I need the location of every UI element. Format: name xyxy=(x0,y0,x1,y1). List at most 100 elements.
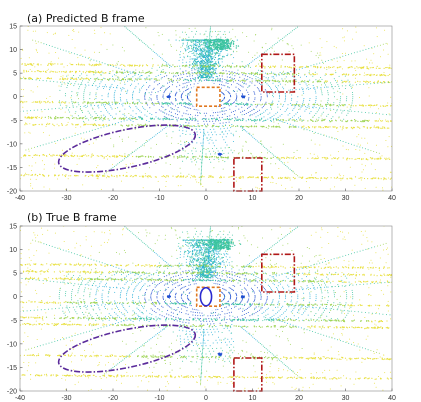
lidar-point xyxy=(243,82,245,84)
lidar-point xyxy=(339,100,341,102)
lidar-point xyxy=(269,117,271,119)
lidar-point xyxy=(156,69,158,71)
lidar-point xyxy=(277,116,279,118)
lidar-point xyxy=(193,108,195,110)
lidar-point xyxy=(272,93,274,95)
lidar-point xyxy=(194,69,196,71)
lidar-point xyxy=(54,117,56,119)
lidar-point xyxy=(185,130,187,132)
lidar-point xyxy=(214,54,216,56)
lidar-point xyxy=(71,123,73,125)
lidar-point xyxy=(286,109,287,111)
lidar-point xyxy=(323,118,325,121)
lidar-point xyxy=(367,104,370,106)
lidar-point xyxy=(200,62,202,64)
lidar-point xyxy=(180,102,183,104)
lidar-point xyxy=(226,102,228,103)
lidar-point xyxy=(216,157,218,159)
lidar-point xyxy=(326,81,328,83)
lidar-point xyxy=(70,175,72,177)
lidar-point xyxy=(114,108,116,109)
lidar-point xyxy=(387,146,389,148)
lidar-point xyxy=(257,115,259,117)
lidar-point xyxy=(198,77,200,79)
lidar-point xyxy=(176,109,178,111)
lidar-point xyxy=(321,78,323,80)
lidar-point xyxy=(200,51,202,53)
lidar-point xyxy=(343,40,345,42)
lidar-point xyxy=(208,71,210,73)
lidar-point xyxy=(219,133,221,135)
lidar-point xyxy=(367,159,369,161)
lidar-point xyxy=(78,117,81,119)
lidar-point xyxy=(292,81,294,83)
lidar-point xyxy=(206,45,209,47)
lidar-point xyxy=(255,177,257,179)
lidar-point xyxy=(64,155,66,157)
lidar-point xyxy=(194,147,196,149)
lidar-point xyxy=(172,103,174,105)
lidar-point xyxy=(329,188,331,190)
lidar-point xyxy=(311,157,313,159)
lidar-point xyxy=(363,177,366,180)
lidar-point xyxy=(179,125,181,127)
lidar-point xyxy=(34,71,36,73)
lidar-point xyxy=(220,104,222,106)
lidar-point xyxy=(139,110,141,112)
lidar-point xyxy=(332,88,334,90)
lidar-point xyxy=(217,34,218,36)
lidar-point xyxy=(222,69,224,71)
lidar-point xyxy=(354,158,356,160)
lidar-point xyxy=(61,102,63,104)
lidar-point xyxy=(201,61,203,63)
lidar-point xyxy=(24,124,26,126)
lidar-point xyxy=(228,99,230,101)
lidar-point xyxy=(303,129,305,131)
lidar-point xyxy=(331,120,333,122)
lidar-point xyxy=(205,125,207,127)
lidar-point xyxy=(213,64,215,66)
lidar-point xyxy=(207,139,209,141)
lidar-point xyxy=(74,47,76,49)
lidar-point xyxy=(366,80,368,82)
lidar-point xyxy=(335,177,337,179)
lidar-point xyxy=(284,66,286,68)
lidar-point xyxy=(25,154,27,156)
lidar-point xyxy=(222,55,224,57)
lidar-point xyxy=(282,79,284,81)
lidar-point xyxy=(176,86,178,88)
lidar-point xyxy=(385,75,387,77)
lidar-point xyxy=(167,87,169,88)
lidar-point xyxy=(375,158,377,160)
lidar-point xyxy=(348,110,350,112)
lidar-point xyxy=(249,81,251,83)
lidar-point xyxy=(359,66,361,68)
lidar-point xyxy=(271,102,273,104)
lidar-point xyxy=(247,103,249,105)
lidar-point xyxy=(94,117,96,119)
lidar-point xyxy=(160,73,162,75)
lidar-point xyxy=(221,136,223,138)
lidar-point xyxy=(114,118,116,120)
lidar-point xyxy=(121,180,122,182)
lidar-point xyxy=(73,75,75,76)
lidar-point xyxy=(310,119,312,121)
lidar-point xyxy=(228,70,230,72)
lidar-point xyxy=(200,125,202,127)
lidar-point xyxy=(288,72,290,75)
lidar-point xyxy=(225,89,227,91)
lidar-point xyxy=(217,114,219,116)
lidar-point xyxy=(124,155,126,157)
lidar-point xyxy=(191,72,193,74)
lidar-point xyxy=(383,74,386,76)
lidar-point xyxy=(211,57,213,59)
lidar-point xyxy=(28,77,30,79)
lidar-point xyxy=(149,156,151,158)
lidar-point xyxy=(59,89,61,91)
lidar-point xyxy=(267,113,269,115)
lidar-point xyxy=(195,156,197,158)
lidar-point xyxy=(182,127,184,129)
lidar-point xyxy=(194,64,196,66)
lidar-point xyxy=(212,53,214,55)
lidar-point xyxy=(200,53,202,55)
